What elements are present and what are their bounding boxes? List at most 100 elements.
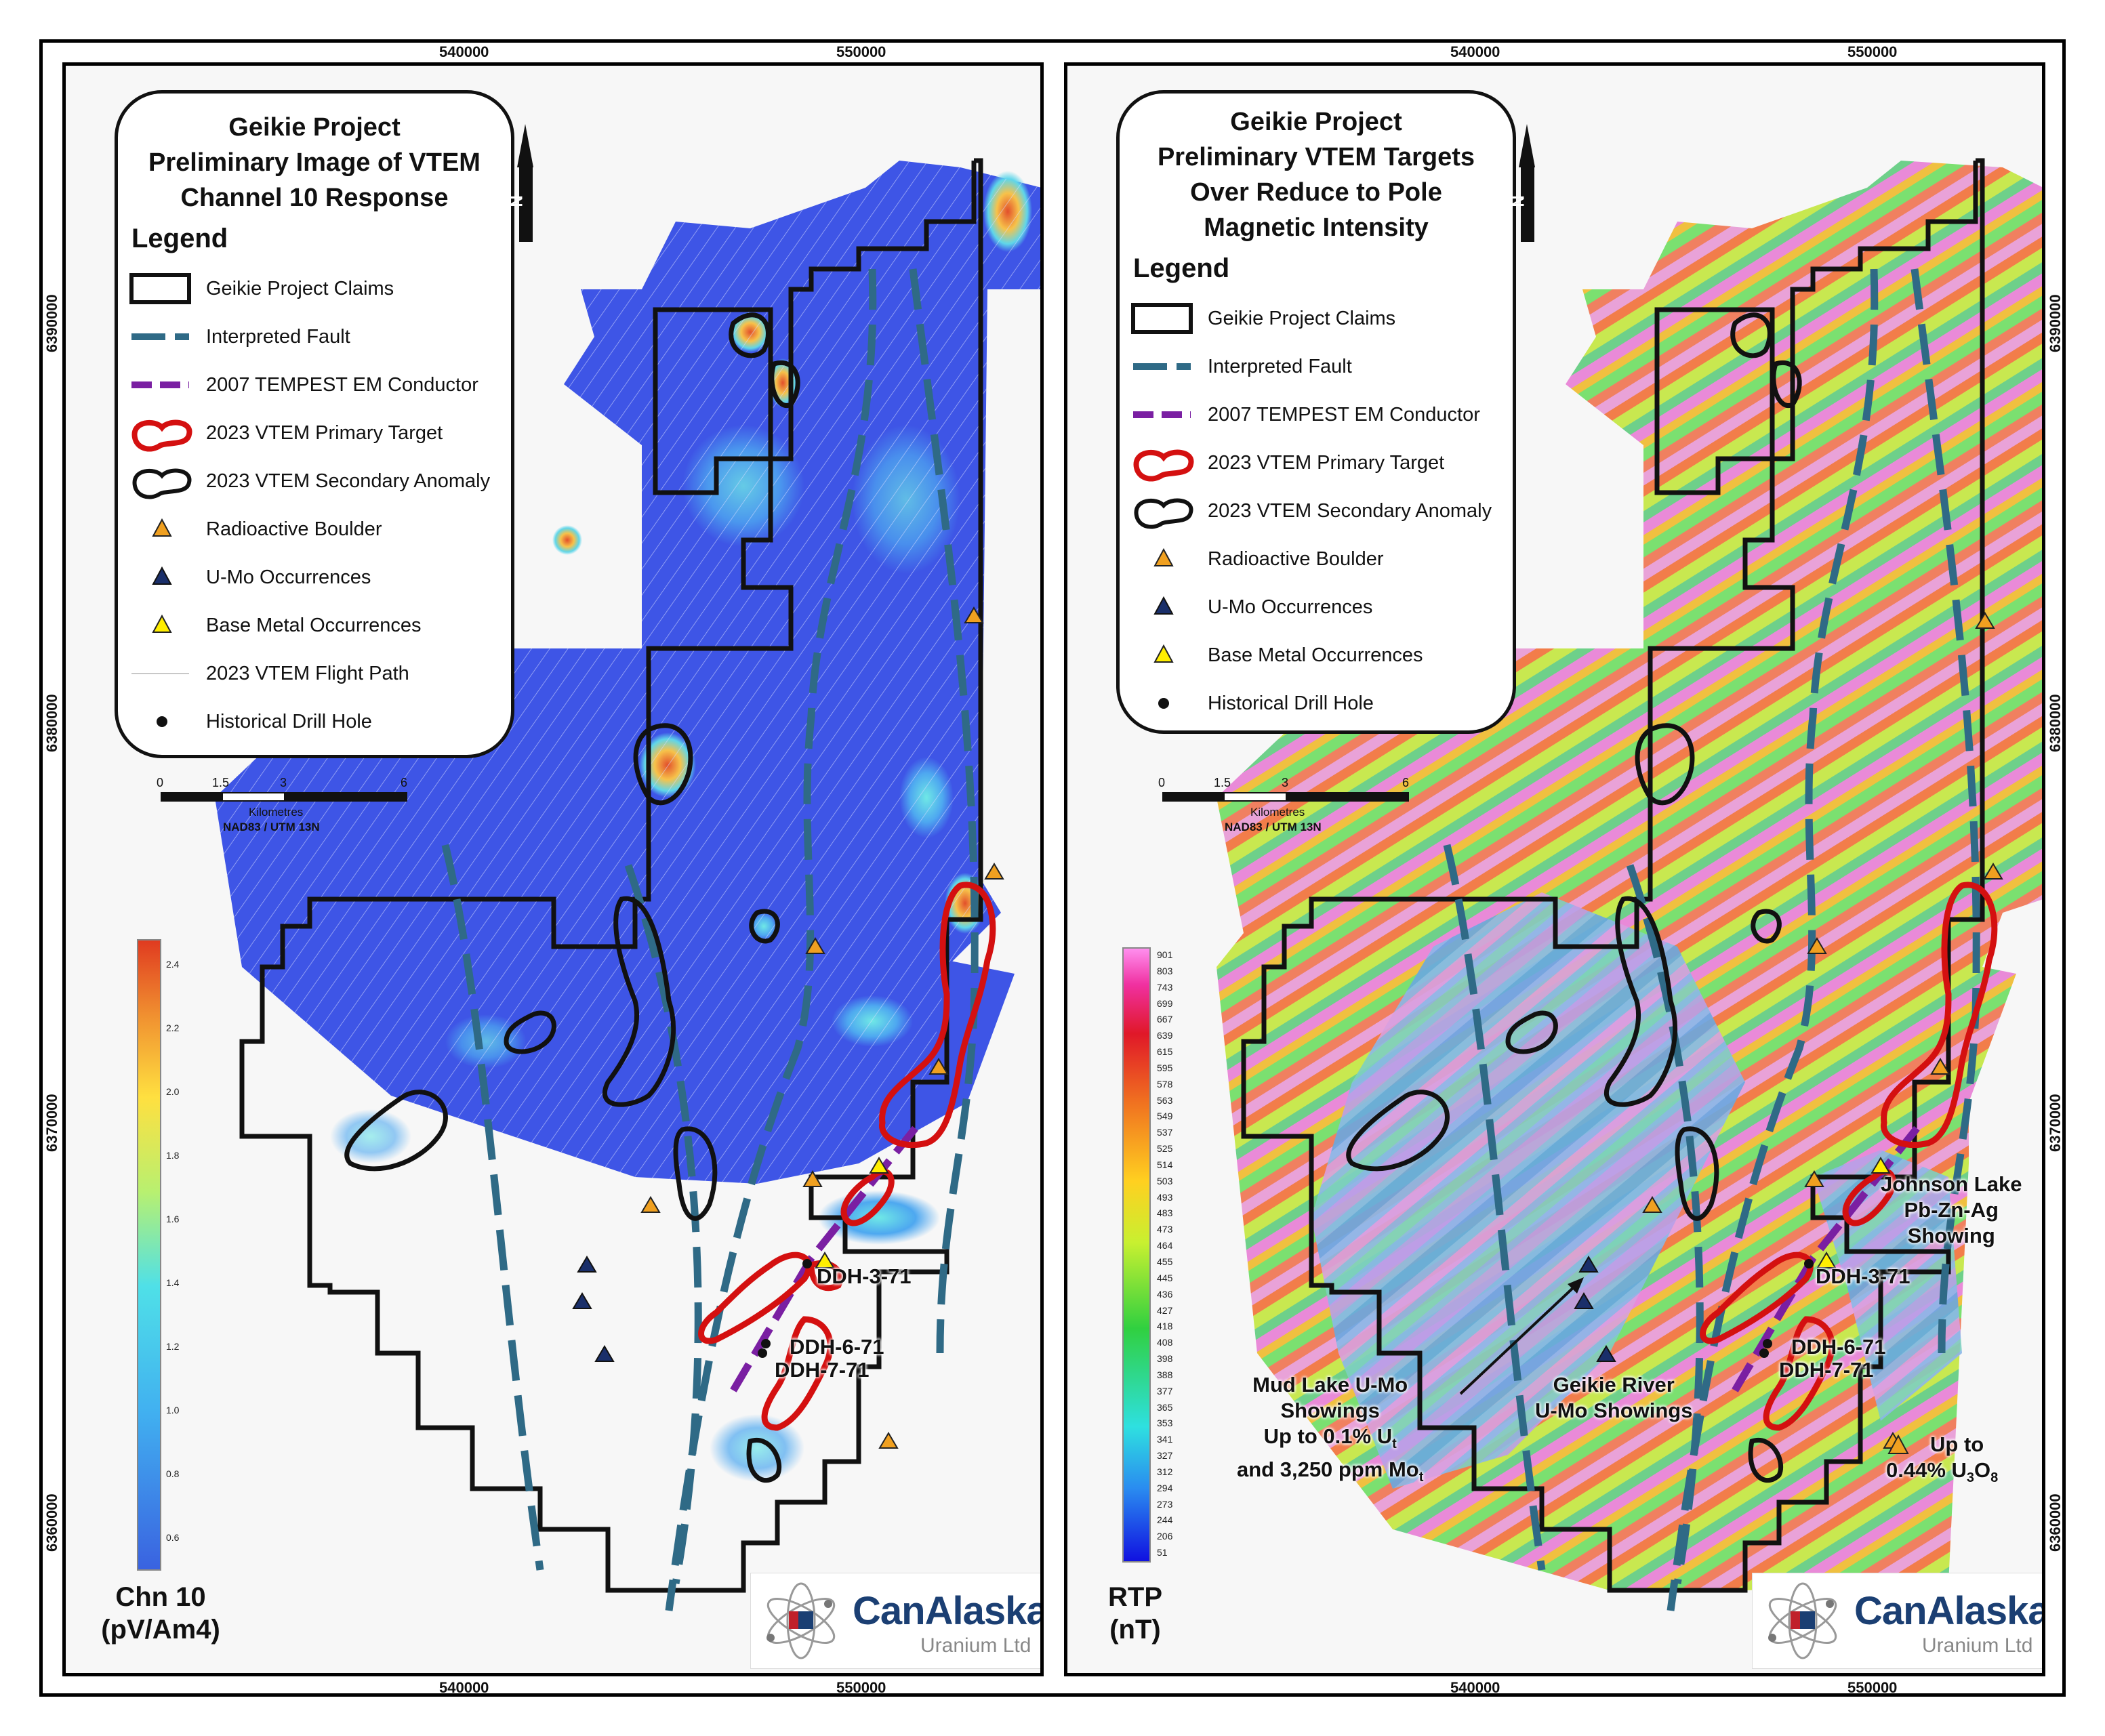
colorbar-ticks: 901 803 743 699 667 639 615 595 578 563 549 537 525 5… — [1123, 948, 1172, 1562]
colorbar-tick-label: 273 — [1157, 1498, 1173, 1510]
radioactive-boulder — [984, 863, 1004, 880]
em-anomaly — [552, 525, 582, 555]
colorbar-tick-label: 483 — [1157, 1207, 1173, 1219]
drill-hole — [1804, 1259, 1814, 1268]
colorbar-tick-label: 901 — [1157, 949, 1173, 960]
u-mo-occurrence — [572, 1292, 592, 1309]
drill-hole-icon — [1158, 698, 1169, 709]
colorbar-tick-label: 615 — [1157, 1046, 1173, 1058]
secondary-anomaly — [1675, 1126, 1719, 1221]
primary-target — [1842, 1168, 1896, 1226]
northing-label: 6380000 — [2047, 694, 2064, 752]
geikie-river-label: Geikie River U-Mo Showings — [1535, 1373, 1693, 1422]
colorbar-tick-label: 537 — [1157, 1127, 1173, 1138]
legend-item: Radioactive Boulder — [1126, 540, 1506, 578]
radioactive-boulder — [805, 937, 825, 954]
colorbar-tick-label: 427 — [1157, 1304, 1173, 1316]
colorbar-tick-label: 294 — [1157, 1482, 1173, 1493]
radioactive-boulder — [878, 1432, 899, 1449]
primary-target — [761, 1316, 834, 1431]
drill-hole — [1763, 1339, 1772, 1348]
secondary-anomaly — [746, 1437, 782, 1483]
colorbar-ticks: 2.4 2.2 2.0 1.8 1.6 1.4 1.2 1.0 0.8 0.6 — [166, 959, 180, 1543]
base-metal-occurrence — [815, 1252, 835, 1268]
secondary-anomaly — [769, 360, 800, 408]
u-mo-occurrence — [577, 1256, 597, 1273]
legend-item: U-Mo Occurrences — [1126, 588, 1506, 626]
radioactive-boulder — [1642, 1196, 1662, 1213]
colorbar-tick-label: 388 — [1157, 1369, 1173, 1380]
vtem-channel10-map: DDH-3-71 DDH-6-71 DDH-7-71 Geikie Projec… — [62, 62, 1044, 1676]
colorbar-tick-label: 699 — [1157, 997, 1173, 1009]
radioactive-boulder — [1983, 863, 2003, 880]
tempest-dash-icon — [1133, 411, 1191, 418]
primary-target-icon — [1133, 449, 1194, 482]
northing-label: 6390000 — [2047, 294, 2064, 352]
legend-item: Historical Drill Hole — [125, 703, 504, 741]
secondary-anomaly — [1635, 723, 1695, 806]
north-arrow-icon — [517, 124, 533, 167]
colorbar-tick-label: 639 — [1157, 1030, 1173, 1041]
pointer-arrow — [1459, 1284, 1577, 1395]
colorbar-tick-label: 353 — [1157, 1418, 1173, 1429]
claims-box-icon — [1131, 303, 1193, 334]
drill-label: DDH-7-71 — [775, 1358, 870, 1382]
tempest-dash-icon — [131, 381, 189, 388]
north-arrow-icon — [519, 167, 533, 242]
drill-hole — [1759, 1348, 1769, 1358]
magnetic-low — [1311, 892, 1745, 1489]
easting-label: 540000 — [1450, 1679, 1500, 1696]
map-canvas — [1122, 124, 2042, 1611]
easting-label: 540000 — [1450, 43, 1500, 60]
rtp-magnetic-map: DDH-3-71 DDH-6-71 DDH-7-71 Johnson Lake … — [1064, 62, 2045, 1676]
radioactive-boulder — [964, 606, 984, 623]
colorbar — [1122, 947, 1151, 1563]
colorbar-tick-label: 503 — [1157, 1175, 1173, 1186]
legend-box: Geikie Project Preliminary VTEM Targets … — [1116, 90, 1516, 734]
map-title: Preliminary Image of VTEM — [148, 148, 481, 177]
legend-item: 2023 VTEM Primary Target — [1126, 444, 1506, 482]
easting-label: 550000 — [1847, 1679, 1898, 1696]
legend-item: 2023 VTEM Flight Path — [125, 655, 504, 693]
primary-target-icon — [131, 419, 192, 452]
legend-item: 2023 VTEM Secondary Anomaly — [1126, 492, 1506, 530]
colorbar-tick-label: 464 — [1157, 1240, 1173, 1252]
drill-label: DDH-6-71 — [790, 1335, 884, 1359]
legend-box: Geikie Project Preliminary Image of VTEM… — [115, 90, 514, 758]
colorbar-title: Chn 10 (pV/Am4) — [101, 1582, 220, 1645]
colorbar-tick-label: 743 — [1157, 981, 1173, 993]
colorbar-tick-label: 514 — [1157, 1159, 1173, 1170]
colorbar-tick-label: 549 — [1157, 1111, 1173, 1122]
northing-label: 6360000 — [43, 1493, 60, 1552]
flight-path-lines — [215, 161, 1040, 1184]
north-arrow-icon — [1519, 124, 1535, 167]
legend-item: Base Metal Occurrences — [125, 606, 504, 644]
claims-box-icon — [129, 273, 191, 304]
secondary-anomaly — [1751, 909, 1782, 944]
map-title: Geikie Project — [228, 113, 401, 142]
colorbar-tick-label: 398 — [1157, 1353, 1173, 1365]
interpreted-fault — [1667, 268, 1879, 1611]
orange-triangle-icon — [152, 518, 172, 537]
easting-label: 550000 — [836, 43, 886, 60]
colorbar-tick-label: 418 — [1157, 1321, 1173, 1332]
colorbar-tick-label: 312 — [1157, 1466, 1173, 1477]
colorbar-tick-label: 473 — [1157, 1224, 1173, 1235]
map-title: Channel 10 Response — [180, 184, 449, 212]
secondary-anomaly-icon — [132, 468, 192, 499]
colorbar-tick-label: 327 — [1157, 1450, 1173, 1462]
easting-label: 540000 — [439, 43, 489, 60]
radioactive-boulder — [1807, 937, 1827, 954]
radioactive-boulder — [1930, 1058, 1950, 1075]
pointer-arrow-icon — [1568, 1277, 1584, 1294]
colorbar-title: RTP (nT) — [1108, 1582, 1162, 1645]
colorbar-tick-label: 244 — [1157, 1514, 1173, 1526]
drill-label: DDH-6-71 — [1791, 1335, 1886, 1359]
colorbar-tick-label: 595 — [1157, 1062, 1173, 1073]
colorbar-tick-label: 341 — [1157, 1434, 1173, 1445]
colorbar-tick-label: 51 — [1157, 1547, 1168, 1558]
interpreted-fault — [665, 268, 877, 1611]
flight-path-icon — [131, 673, 189, 674]
easting-label: 550000 — [836, 1679, 886, 1696]
secondary-anomaly — [1748, 1437, 1784, 1483]
